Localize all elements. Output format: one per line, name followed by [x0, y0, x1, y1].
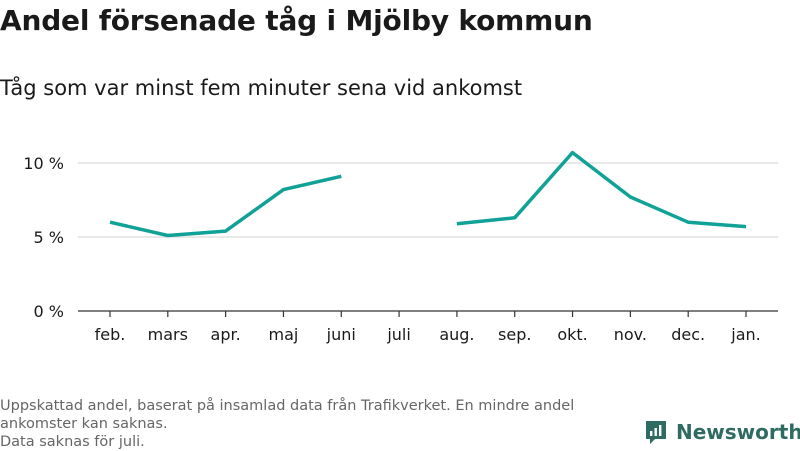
- x-tick-label: okt.: [557, 325, 587, 344]
- x-tick-label: mars: [148, 325, 188, 344]
- x-tick-label: juni: [326, 325, 356, 344]
- series-line-segment: [456, 150, 747, 229]
- brand-logo: Newsworthy: [644, 419, 800, 445]
- x-tick-label: sep.: [498, 325, 531, 344]
- newsworthy-logo-icon: [646, 421, 666, 444]
- line-chart: 0 % 5 % 10 % feb. mars apr. maj juni juli aug. sep…: [23, 150, 778, 344]
- x-tick-label: nov.: [614, 325, 647, 344]
- y-tick-label: 10 %: [23, 154, 64, 173]
- chart-subtitle: Tåg som var minst fem minuter sena vid a…: [0, 76, 523, 100]
- x-tick-label: aug.: [439, 325, 474, 344]
- y-tick-label: 5 %: [34, 228, 64, 247]
- footnote-line-missing: Data saknas för juli.: [0, 434, 145, 450]
- x-tick-label: feb.: [95, 325, 126, 344]
- brand-name: Newsworthy: [676, 420, 800, 444]
- x-tick-label: maj: [269, 325, 299, 344]
- chart-title: Andel försenade tåg i Mjölby kommun: [0, 4, 593, 37]
- x-tick-label: apr.: [211, 325, 241, 344]
- footnote: Uppskattad andel, baserat på insamlad da…: [0, 397, 640, 451]
- x-tick-label: jan.: [730, 325, 760, 344]
- footnote-line-source: Uppskattad andel, baserat på insamlad da…: [0, 398, 579, 432]
- x-tick-label: juli: [386, 325, 410, 344]
- y-tick-label: 0 %: [34, 302, 64, 321]
- x-tick-label: dec.: [671, 325, 705, 344]
- series-line-segment: [109, 174, 342, 238]
